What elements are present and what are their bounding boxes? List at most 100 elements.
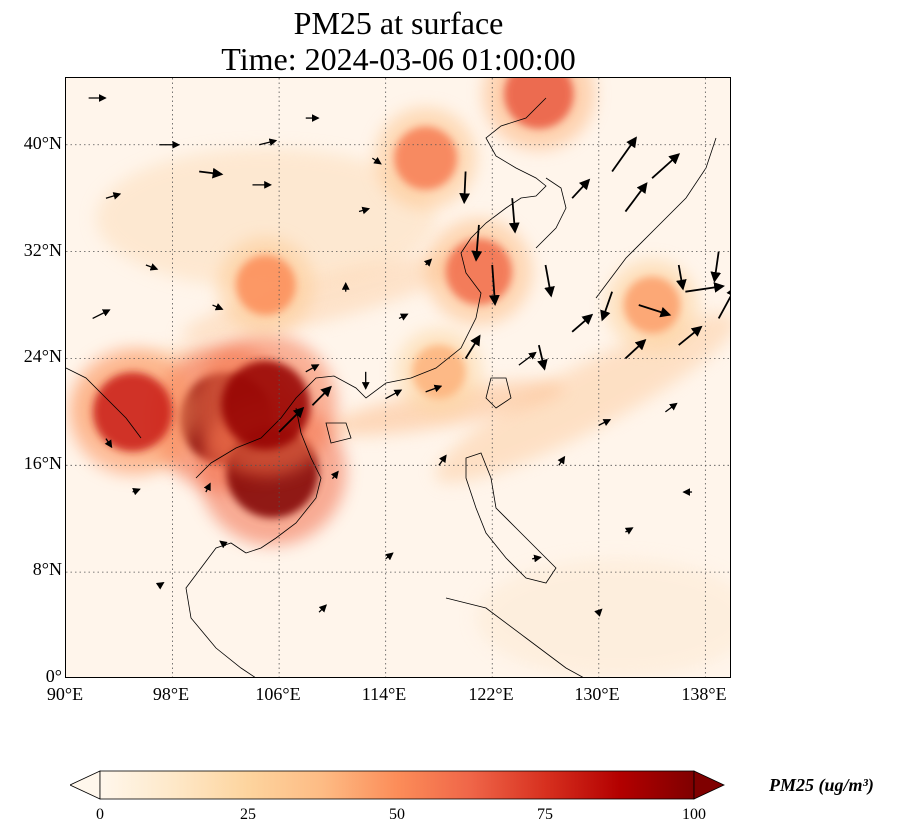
colorbar-tick-25: 25 (240, 806, 256, 823)
hainan-coastline (325, 422, 352, 444)
lon-tick-106e: 106°E (255, 684, 301, 704)
wind-arrow (638, 304, 672, 318)
japan-coastline (595, 137, 717, 299)
borneo-coastline (445, 597, 584, 677)
wind-arrow (678, 325, 703, 346)
inland-haze (96, 148, 436, 288)
wind-arrow (358, 206, 371, 215)
hotspot-2 (221, 360, 311, 450)
wind-arrow (105, 192, 122, 200)
colorbar-tick-100: 100 (682, 806, 706, 823)
wind-arrow (318, 604, 327, 613)
lon-tick-90e: 90°E (46, 684, 84, 704)
wind-arrow (544, 264, 555, 298)
wind-arrow (571, 313, 594, 333)
wind-arrow (330, 470, 339, 480)
lat-tick-40n: 40°N (23, 133, 62, 153)
wind-arrow (594, 608, 603, 617)
china-coastline (195, 97, 547, 479)
wind-arrow (305, 364, 320, 373)
lat-tick-0: 0° (45, 666, 62, 686)
wind-arrow (557, 455, 566, 466)
wind-arrow (199, 167, 224, 179)
wind-arrow (537, 344, 548, 371)
hotspot-8 (623, 276, 681, 334)
wind-arrow (518, 351, 537, 366)
hotspot-7 (504, 78, 574, 129)
pacific-plume-haze (435, 313, 730, 483)
map-panel (65, 77, 731, 678)
wind-arrow (423, 258, 433, 267)
wind-vectors (88, 94, 730, 617)
wind-arrow (464, 334, 481, 359)
graticule (66, 78, 730, 677)
wind-arrow (398, 313, 409, 321)
hotspot-5 (235, 255, 296, 316)
colorbar-gradient (99, 770, 695, 800)
colorbar-tick-75: 75 (537, 806, 553, 823)
lon-tick-114e: 114°E (361, 684, 407, 704)
wind-arrow (155, 581, 165, 590)
wind-arrow (717, 286, 730, 319)
wind-arrow (710, 251, 722, 283)
map-subtitle-time: Time: 2024-03-06 01:00:00 (221, 41, 576, 77)
wind-arrow (438, 454, 447, 466)
lat-tick-8n: 8°N (32, 559, 62, 579)
hotspot-4 (394, 126, 458, 190)
wind-arrow (624, 339, 647, 360)
wind-arrow (532, 554, 542, 563)
wind-arrow (371, 156, 382, 165)
wind-arrow (508, 198, 520, 234)
korea-coastline (535, 177, 567, 249)
pm25-map (66, 78, 730, 677)
lon-tick-130e: 130°E (574, 684, 620, 704)
wind-arrow (598, 419, 612, 427)
lon-tick-98e: 98°E (152, 684, 190, 704)
lat-tick-16n: 16°N (23, 453, 62, 473)
lat-tick-32n: 32°N (23, 240, 62, 260)
wind-arrow (132, 488, 141, 496)
philippines-coastline (465, 452, 557, 584)
vietnam-coastline (245, 407, 322, 554)
lon-tick-138e: 138°E (681, 684, 727, 704)
wind-arrow (676, 264, 687, 291)
colorbar-min-extend (70, 770, 101, 800)
wind-arrow (385, 552, 394, 561)
hotspot-9 (412, 345, 466, 399)
taiwan-coastline (485, 377, 512, 409)
wind-arrow (571, 178, 591, 199)
wind-arrow (489, 264, 500, 306)
wind-arrow (104, 438, 113, 449)
wind-arrow (471, 224, 483, 262)
wind-arrow (145, 263, 159, 271)
coastlines (66, 97, 717, 677)
wind-arrow (258, 138, 278, 146)
wind-arrow (600, 291, 613, 322)
wind-arrow (92, 309, 111, 319)
wind-arrow (425, 384, 443, 393)
wind-arrow (665, 402, 678, 413)
pm25-hotspots (69, 78, 698, 546)
wind-arrow (459, 171, 471, 205)
colorbar-label: PM25 (ug/m³) (769, 775, 874, 795)
wind-arrow (203, 482, 211, 493)
wind-arrow (311, 385, 332, 406)
wind-arrow (651, 153, 681, 179)
lon-tick-122e: 122°E (468, 684, 514, 704)
wind-arrow (624, 182, 648, 213)
wind-arrow (685, 282, 725, 293)
wind-arrow (611, 136, 637, 173)
colorbar (70, 770, 725, 800)
colorbar-max-extend (693, 770, 725, 800)
southern-haze (476, 558, 730, 677)
wind-arrow (624, 527, 634, 535)
bay-of-bengal-coastline (66, 367, 142, 439)
colorbar-tick-50: 50 (389, 806, 405, 823)
wind-arrow (219, 540, 228, 549)
map-title: PM25 at surface (293, 5, 504, 41)
lat-tick-24n: 24°N (23, 346, 62, 366)
colorbar-tick-0: 0 (96, 806, 104, 823)
wind-arrow (212, 303, 224, 311)
wind-arrow (385, 389, 403, 400)
wind-arrow (278, 406, 305, 433)
